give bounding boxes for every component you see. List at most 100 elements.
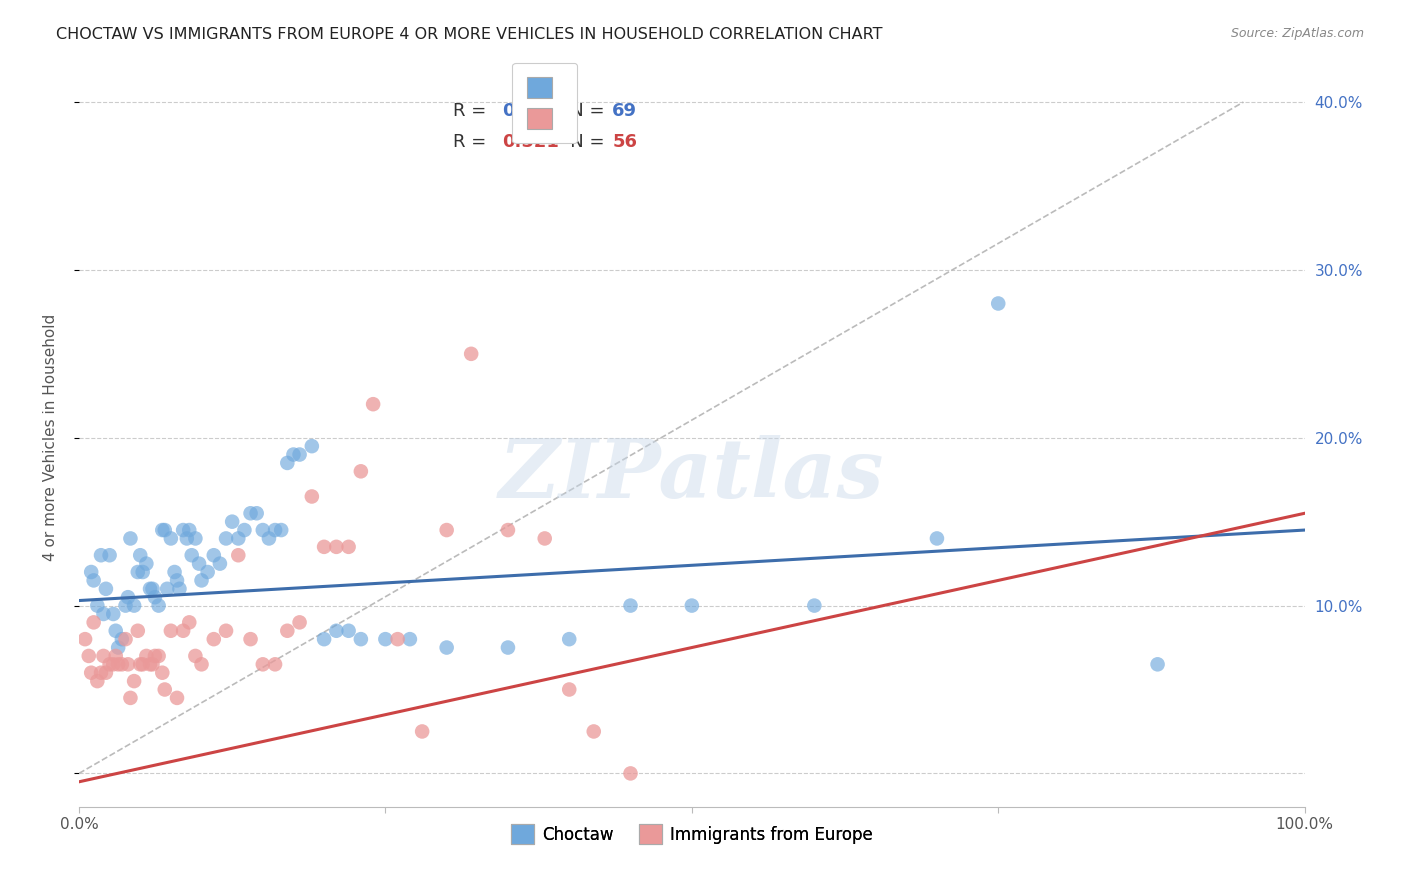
Point — [188, 557, 211, 571]
Point — [215, 532, 238, 546]
Point — [117, 657, 139, 672]
Point — [276, 456, 298, 470]
Point — [233, 523, 256, 537]
Point — [94, 665, 117, 680]
Point — [1146, 657, 1168, 672]
Point — [122, 674, 145, 689]
Point — [221, 515, 243, 529]
Point — [90, 665, 112, 680]
Point — [399, 632, 422, 647]
Point — [103, 657, 125, 672]
Point — [141, 657, 163, 672]
Point — [166, 574, 188, 588]
Point — [80, 565, 103, 579]
Point — [107, 657, 129, 672]
Point — [288, 448, 311, 462]
Point — [374, 632, 396, 647]
Point — [987, 296, 1010, 310]
Point — [361, 397, 384, 411]
Point — [208, 557, 231, 571]
Point — [252, 523, 274, 537]
Point — [122, 599, 145, 613]
Point — [925, 532, 948, 546]
Point — [337, 540, 360, 554]
Point — [129, 548, 152, 562]
Point — [257, 532, 280, 546]
Point — [619, 766, 641, 780]
Point — [496, 640, 519, 655]
Point — [276, 624, 298, 638]
Point — [496, 523, 519, 537]
Point — [301, 439, 323, 453]
Point — [246, 506, 269, 520]
Point — [107, 640, 129, 655]
Text: 69: 69 — [612, 103, 637, 120]
Point — [190, 574, 212, 588]
Point — [226, 548, 249, 562]
Point — [325, 540, 347, 554]
Point — [436, 640, 458, 655]
Point — [270, 523, 292, 537]
Point — [172, 523, 194, 537]
Point — [153, 682, 176, 697]
Point — [283, 448, 305, 462]
Text: 0.126: 0.126 — [502, 103, 558, 120]
Point — [337, 624, 360, 638]
Point — [558, 682, 581, 697]
Y-axis label: 4 or more Vehicles in Household: 4 or more Vehicles in Household — [44, 314, 58, 561]
Point — [179, 523, 201, 537]
Text: ZIPatlas: ZIPatlas — [499, 434, 884, 515]
Point — [103, 607, 125, 621]
Point — [180, 548, 202, 562]
Point — [163, 565, 186, 579]
Text: R =: R = — [453, 134, 492, 152]
Point — [190, 657, 212, 672]
Point — [129, 657, 152, 672]
Point — [83, 615, 105, 630]
Point — [98, 657, 121, 672]
Point — [111, 632, 134, 647]
Point — [619, 599, 641, 613]
Text: 56: 56 — [612, 134, 637, 152]
Point — [582, 724, 605, 739]
Point — [86, 599, 108, 613]
Point — [325, 624, 347, 638]
Point — [83, 574, 105, 588]
Point — [150, 665, 173, 680]
Point — [533, 532, 555, 546]
Point — [150, 523, 173, 537]
Point — [558, 632, 581, 647]
Point — [127, 624, 149, 638]
Point — [179, 615, 201, 630]
Point — [215, 624, 238, 638]
Point — [264, 523, 287, 537]
Point — [143, 590, 166, 604]
Point — [197, 565, 219, 579]
Point — [117, 590, 139, 604]
Point — [172, 624, 194, 638]
Point — [350, 632, 373, 647]
Point — [120, 532, 142, 546]
Point — [143, 648, 166, 663]
Point — [301, 490, 323, 504]
Point — [226, 532, 249, 546]
Point — [98, 548, 121, 562]
Point — [148, 599, 170, 613]
Point — [314, 632, 336, 647]
Point — [166, 690, 188, 705]
Point — [184, 648, 207, 663]
Point — [460, 347, 482, 361]
Point — [120, 690, 142, 705]
Point — [114, 632, 136, 647]
Point — [411, 724, 433, 739]
Legend: Choctaw, Immigrants from Europe: Choctaw, Immigrants from Europe — [503, 818, 880, 850]
Point — [160, 532, 183, 546]
Point — [202, 548, 225, 562]
Text: Source: ZipAtlas.com: Source: ZipAtlas.com — [1230, 27, 1364, 40]
Point — [169, 582, 191, 596]
Point — [93, 648, 115, 663]
Point — [184, 532, 207, 546]
Text: 0.521: 0.521 — [502, 134, 558, 152]
Point — [131, 657, 153, 672]
Point — [148, 648, 170, 663]
